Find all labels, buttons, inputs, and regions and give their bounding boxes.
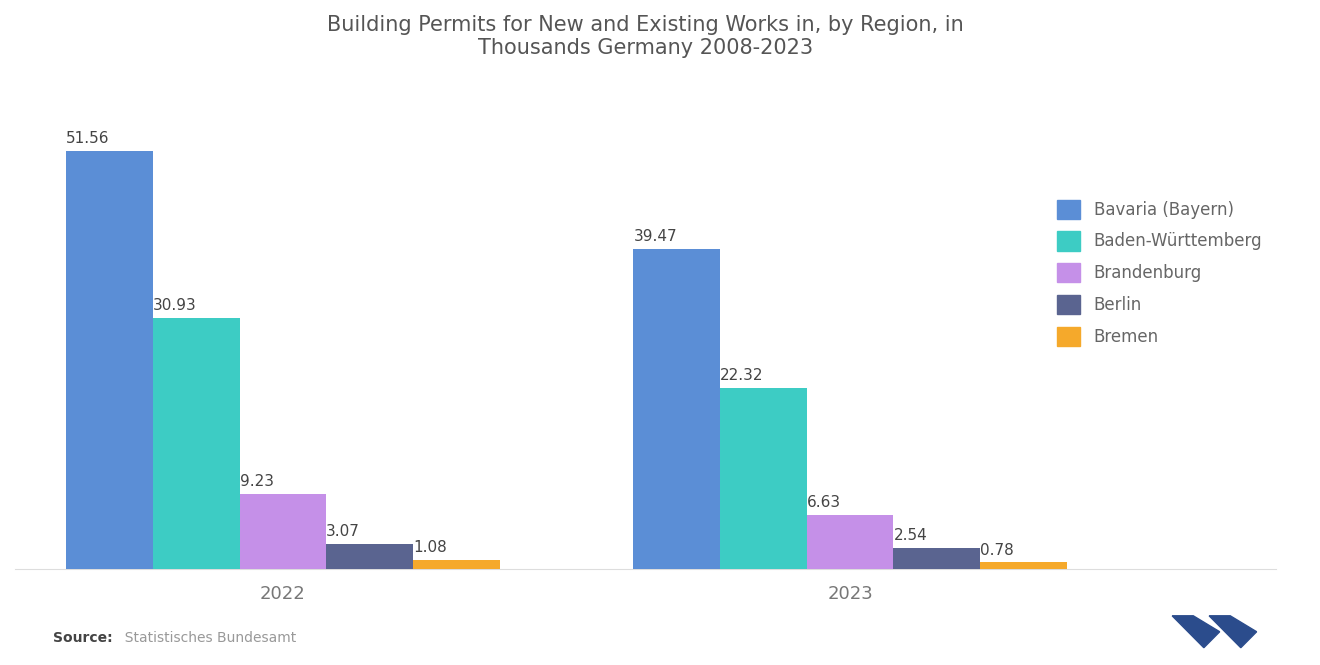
Legend: Bavaria (Bayern), Baden-Württemberg, Brandenburg, Berlin, Bremen: Bavaria (Bayern), Baden-Württemberg, Bra… [1057, 200, 1262, 346]
Bar [721, 388, 807, 569]
Bar [894, 548, 979, 569]
Text: Statistisches Bundesamt: Statistisches Bundesamt [116, 631, 297, 645]
Bar [413, 560, 499, 569]
Text: 3.07: 3.07 [326, 524, 360, 539]
Text: 6.63: 6.63 [807, 495, 841, 510]
Polygon shape [1209, 616, 1257, 648]
Text: 1.08: 1.08 [413, 540, 446, 555]
Text: 30.93: 30.93 [153, 298, 197, 313]
Text: 0.78: 0.78 [979, 543, 1014, 557]
Bar [326, 544, 413, 569]
Bar [66, 151, 153, 569]
Bar [239, 494, 326, 569]
Bar [153, 318, 239, 569]
Title: Building Permits for New and Existing Works in, by Region, in
Thousands Germany : Building Permits for New and Existing Wo… [327, 15, 964, 59]
Bar [807, 515, 894, 569]
Polygon shape [1172, 616, 1220, 648]
Bar [634, 249, 721, 569]
Text: 9.23: 9.23 [239, 474, 273, 489]
Text: 2.54: 2.54 [894, 528, 927, 543]
Text: 39.47: 39.47 [634, 229, 677, 244]
Text: 51.56: 51.56 [66, 131, 110, 146]
Text: 22.32: 22.32 [721, 368, 763, 383]
Text: Source:: Source: [53, 631, 112, 645]
Bar [979, 563, 1067, 569]
